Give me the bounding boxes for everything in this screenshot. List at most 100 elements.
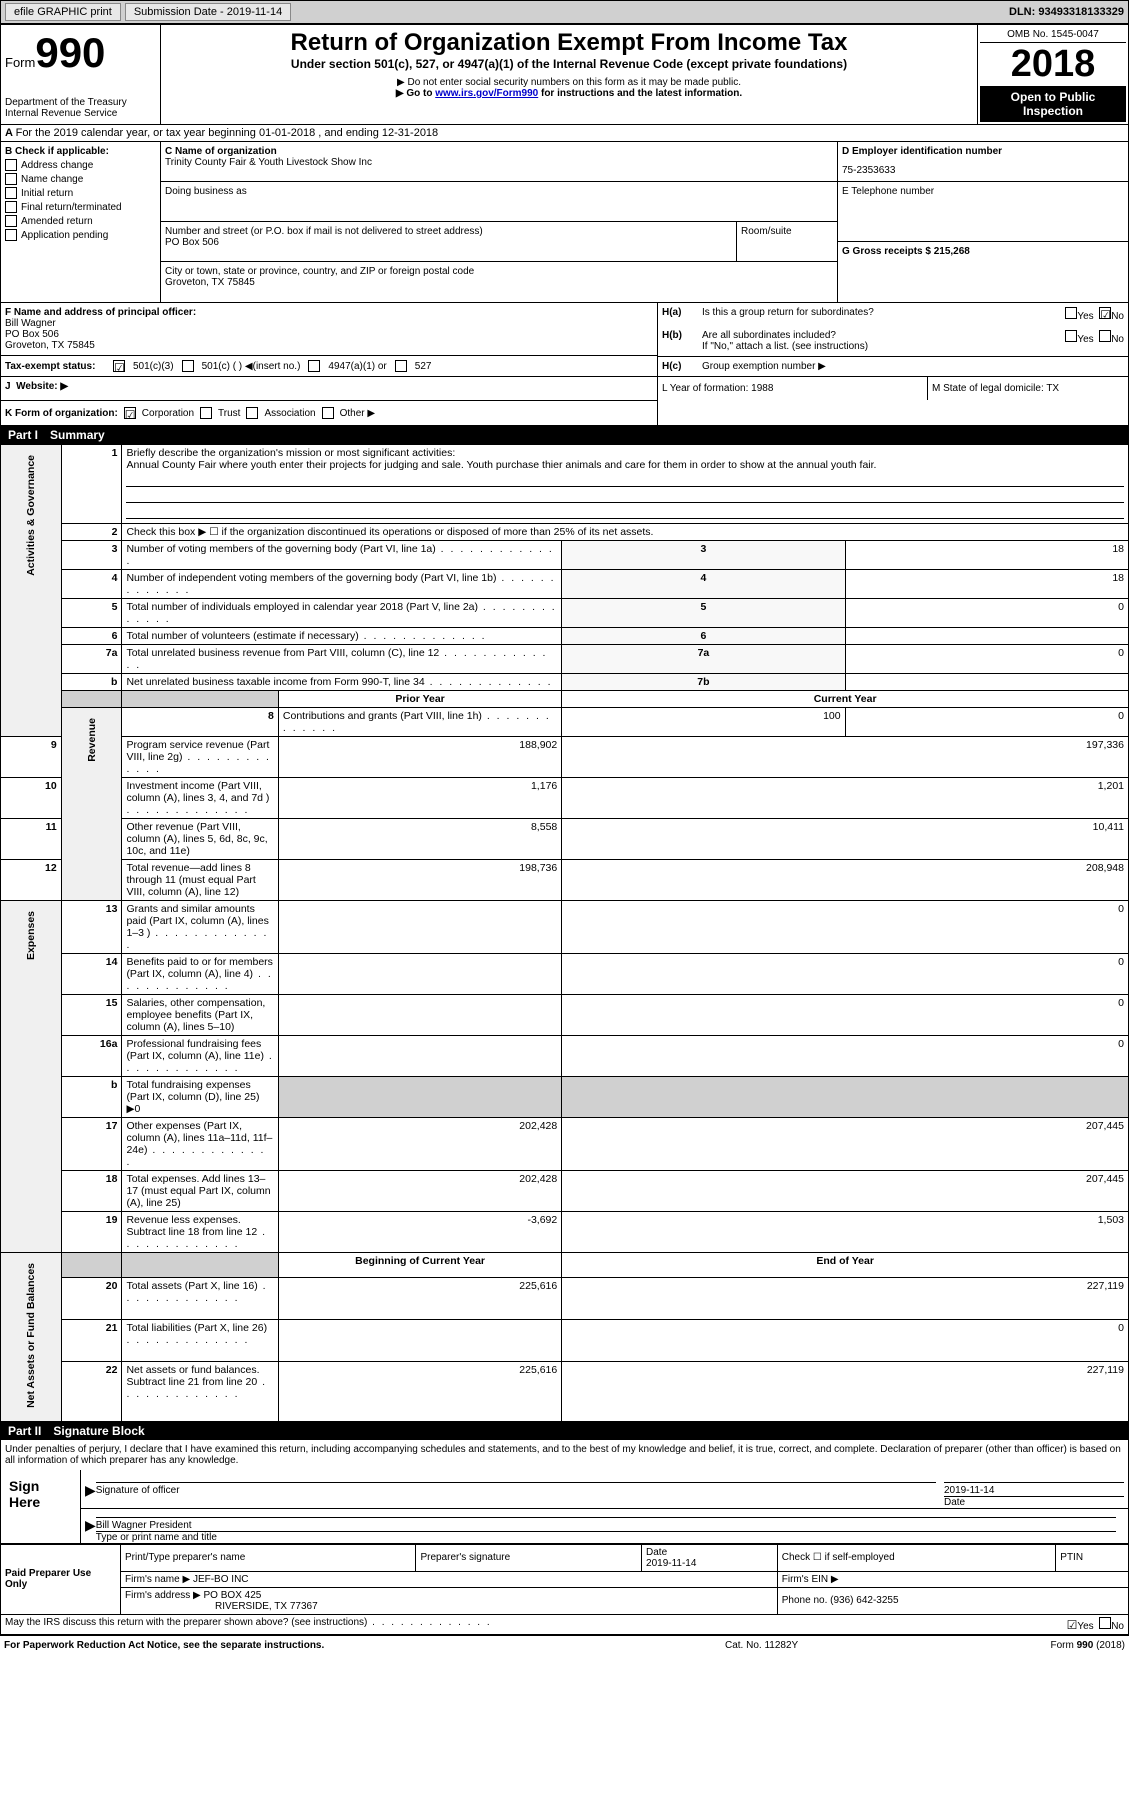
officer-label: F Name and address of principal officer: (5, 307, 653, 318)
firm-name: JEF-BO INC (193, 1574, 249, 1585)
ptin-label: PTIN (1056, 1544, 1129, 1571)
line17-desc: Other expenses (Part IX, column (A), lin… (126, 1120, 272, 1168)
submission-button[interactable]: Submission Date - 2019-11-14 (125, 3, 291, 21)
dba-label: Doing business as (165, 186, 833, 197)
addr-value: PO Box 506 (165, 237, 732, 248)
firm-phone: Phone no. (936) 642-3255 (777, 1587, 1128, 1614)
line7b-desc: Net unrelated business taxable income fr… (126, 676, 552, 688)
efile-button[interactable]: efile GRAPHIC print (5, 3, 121, 21)
room-label: Room/suite (737, 222, 837, 261)
cb-initial-return: Initial return (21, 188, 73, 199)
dln-text: DLN: 93493318133329 (1009, 6, 1124, 18)
firm-name-label: Firm's name ▶ (125, 1574, 190, 1585)
city-label: City or town, state or province, country… (165, 266, 833, 277)
prep-sig-label: Preparer's signature (416, 1544, 642, 1571)
summary-table: Activities & Governance 1 Briefly descri… (0, 444, 1129, 1422)
firm-ein-label: Firm's EIN ▶ (777, 1571, 1128, 1587)
line16a-curr: 0 (562, 1036, 1129, 1077)
line11-prior: 8,558 (278, 819, 561, 860)
line20-curr: 227,119 (562, 1277, 1129, 1319)
phone-label: E Telephone number (842, 186, 1124, 197)
part1-header: Part I Summary (0, 426, 1129, 444)
prep-name-label: Print/Type preparer's name (121, 1544, 416, 1571)
line20-desc: Total assets (Part X, line 16) (126, 1280, 267, 1304)
officer-exempt-section: F Name and address of principal officer:… (0, 303, 1129, 426)
prep-date: 2019-11-14 (646, 1558, 696, 1569)
line5-desc: Total number of individuals employed in … (126, 601, 556, 625)
prior-year-header: Prior Year (278, 691, 561, 708)
form-label: Form (5, 55, 35, 70)
sign-here-label: Sign Here (1, 1470, 81, 1543)
line9-desc: Program service revenue (Part VIII, line… (126, 739, 271, 775)
side-revenue: Revenue (86, 710, 98, 770)
preparer-table: Paid Preparer Use Only Print/Type prepar… (0, 1544, 1129, 1635)
line7a-val: 0 (845, 645, 1128, 674)
side-governance: Activities & Governance (25, 447, 37, 584)
ein-value: 75-2353633 (842, 165, 1124, 176)
line22-curr: 227,119 (562, 1362, 1129, 1422)
line13-curr: 0 (562, 901, 1129, 954)
line14-desc: Benefits paid to or for members (Part IX… (126, 956, 272, 992)
top-bar: efile GRAPHIC print Submission Date - 20… (0, 0, 1129, 24)
firm-addr1: PO BOX 425 (204, 1590, 262, 1601)
paperwork-notice: For Paperwork Reduction Act Notice, see … (4, 1640, 725, 1651)
period-row: A For the 2019 calendar year, or tax yea… (0, 125, 1129, 142)
line12-curr: 208,948 (562, 860, 1129, 901)
sig-officer-label: Signature of officer (96, 1482, 936, 1508)
line13-prior (278, 901, 561, 954)
firm-addr2: RIVERSIDE, TX 77367 (215, 1601, 318, 1612)
ha-label: Is this a group return for subordinates? (702, 307, 874, 318)
line11-desc: Other revenue (Part VIII, column (A), li… (126, 821, 267, 857)
section-k-label: K Form of organization: (5, 408, 118, 419)
paid-preparer-label: Paid Preparer Use Only (1, 1544, 121, 1614)
association-option: Association (264, 408, 315, 419)
4947-option: 4947(a)(1) or (328, 361, 386, 372)
entity-info-section: B Check if applicable: Address change Na… (0, 142, 1129, 303)
line9-curr: 197,336 (562, 737, 1129, 778)
line19-curr: 1,503 (562, 1212, 1129, 1253)
section-b-label: B Check if applicable: (5, 146, 156, 157)
line8-prior: 100 (562, 708, 845, 737)
line8-desc: Contributions and grants (Part VIII, lin… (283, 710, 551, 734)
line17-curr: 207,445 (562, 1118, 1129, 1171)
line18-desc: Total expenses. Add lines 13–17 (must eq… (126, 1173, 270, 1209)
hb-note: If "No," attach a list. (see instruction… (702, 341, 1124, 352)
line10-curr: 1,201 (562, 778, 1129, 819)
line4-val: 18 (845, 570, 1128, 599)
website-label: Website: ▶ (16, 381, 68, 392)
line16b-desc: Total fundraising expenses (Part IX, col… (126, 1079, 259, 1115)
line9-prior: 188,902 (278, 737, 561, 778)
line12-prior: 198,736 (278, 860, 561, 901)
self-employed-check: Check ☐ if self-employed (777, 1544, 1056, 1571)
inspection-notice: Open to Public Inspection (980, 86, 1126, 122)
line18-curr: 207,445 (562, 1171, 1129, 1212)
cb-application-pending: Application pending (21, 230, 108, 241)
discuss-text: May the IRS discuss this return with the… (5, 1617, 492, 1628)
line3-val: 18 (845, 541, 1128, 570)
officer-addr: PO Box 506 (5, 329, 653, 340)
irs-link[interactable]: www.irs.gov/Form990 (435, 88, 538, 99)
hb-label: Are all subordinates included? (702, 330, 836, 341)
signature-block: Under penalties of perjury, I declare th… (0, 1440, 1129, 1544)
line15-curr: 0 (562, 995, 1129, 1036)
subtitle-3: ▶ Go to www.irs.gov/Form990 for instruct… (165, 88, 973, 99)
addr-label: Number and street (or P.O. box if mail i… (165, 226, 732, 237)
form-title: Return of Organization Exempt From Incom… (165, 29, 973, 57)
line20-prior: 225,616 (278, 1277, 561, 1319)
mission-label: Briefly describe the organization's miss… (126, 447, 455, 459)
state-domicile: M State of legal domicile: TX (928, 377, 1128, 400)
501c-option: 501(c) ( ) ◀(insert no.) (202, 361, 301, 372)
501c3-option: 501(c)(3) (133, 361, 174, 372)
line2-text: Check this box ▶ ☐ if the organization d… (122, 524, 1129, 541)
line10-prior: 1,176 (278, 778, 561, 819)
527-option: 527 (415, 361, 432, 372)
line21-desc: Total liabilities (Part X, line 26) (126, 1322, 267, 1346)
arrow-icon: ▶ (85, 1482, 96, 1508)
sig-date: 2019-11-14 (944, 1485, 1124, 1496)
line21-curr: 0 (562, 1319, 1129, 1361)
line6-val (845, 628, 1128, 645)
org-name-label: C Name of organization (165, 146, 833, 157)
year-formation: L Year of formation: 1988 (658, 377, 928, 400)
footer-row: For Paperwork Reduction Act Notice, see … (0, 1635, 1129, 1655)
officer-name: Bill Wagner (5, 318, 653, 329)
